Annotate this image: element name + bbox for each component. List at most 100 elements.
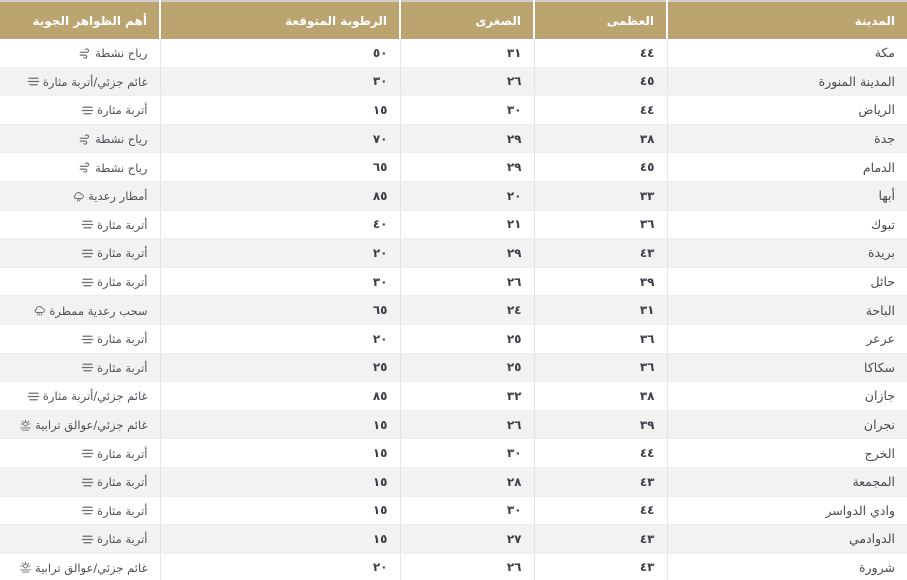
city-cell: أبها — [666, 181, 907, 211]
min-temp-cell: ٢٧ — [399, 524, 534, 554]
dust-icon — [27, 75, 40, 88]
min-temp-cell: ٢٤ — [399, 295, 534, 325]
min-temp-cell: ٣١ — [399, 39, 534, 68]
min-temp-cell: ٢٦ — [399, 553, 534, 580]
humidity-cell: ٢٠ — [159, 238, 400, 268]
phenomena-label: أتربة مثارة — [97, 446, 148, 461]
humidity-cell: ٦٥ — [159, 152, 400, 182]
min-temp-cell: ٣٠ — [399, 438, 534, 468]
city-cell: وادي الدواسر — [666, 496, 907, 526]
min-temp-cell: ٣٠ — [399, 95, 534, 125]
dust-icon — [81, 247, 94, 260]
table-row: عرعر ٣٦ ٢٥ ٢٠ أتربة مثارة — [0, 324, 907, 354]
phenomena-label: غائم جزئي/عوالق ترابية — [35, 418, 148, 433]
wind-icon — [79, 133, 92, 146]
min-temp-cell: ٣٠ — [399, 496, 534, 526]
city-cell: حائل — [666, 267, 907, 297]
humidity-cell: ١٥ — [159, 496, 400, 526]
table-row: جازان ٣٨ ٣٢ ٨٥ غائم جزئي/أتربة مثارة — [0, 381, 907, 411]
city-cell: سكاكا — [666, 353, 907, 383]
humidity-cell: ٧٠ — [159, 124, 400, 154]
city-cell: تبوك — [666, 210, 907, 240]
dust-icon — [81, 504, 94, 517]
phenomena-cell: أتربة مثارة — [0, 267, 160, 297]
min-temp-cell: ٣٢ — [399, 381, 534, 411]
table-row: وادي الدواسر ٤٤ ٣٠ ١٥ أتربة مثارة — [0, 496, 907, 526]
humidity-cell: ٢٠ — [159, 553, 400, 580]
phenomena-label: أتربة مثارة — [97, 275, 148, 290]
max-temp-cell: ٣٩ — [533, 410, 667, 440]
phenomena-label: رياح نشطة — [95, 160, 148, 175]
phenomena-cell: أمطار رعدية — [0, 181, 160, 211]
city-cell: المجمعة — [666, 467, 907, 497]
phenomena-cell: غائم جزئي/عوالق ترابية — [0, 553, 160, 580]
phenomena-cell: غائم جزئي/عوالق ترابية — [0, 410, 160, 440]
city-cell: الخرج — [666, 438, 907, 468]
max-temp-cell: ٤٣ — [533, 467, 667, 497]
max-temp-cell: ٣١ — [533, 295, 667, 325]
humidity-cell: ٣٠ — [159, 267, 400, 297]
dust-icon — [81, 276, 94, 289]
column-header-phenomena: أهم الظواهر الجوية — [0, 1, 160, 39]
table-row: جدة ٣٨ ٢٩ ٧٠ رياح نشطة — [0, 124, 907, 154]
phenomena-cell: غائم جزئي/أتربة مثارة — [0, 381, 160, 411]
dust-icon — [81, 476, 94, 489]
phenomena-label: أتربة مثارة — [97, 217, 148, 232]
max-temp-cell: ٣٣ — [533, 181, 667, 211]
city-cell: نجران — [666, 410, 907, 440]
min-temp-cell: ٢٩ — [399, 238, 534, 268]
dust-icon — [27, 390, 40, 403]
humidity-cell: ٢٠ — [159, 324, 400, 354]
phenomena-cell: غائم جزئي/أتربة مثارة — [0, 67, 160, 97]
table-row: مكة ٤٤ ٣١ ٥٠ رياح نشطة — [0, 39, 907, 68]
sun-dust-icon — [19, 419, 32, 432]
min-temp-cell: ٢٦ — [399, 267, 534, 297]
column-header-max: العظمى — [533, 1, 667, 39]
phenomena-label: أمطار رعدية — [88, 189, 148, 204]
table-row: الخرج ٤٤ ٣٠ ١٥ أتربة مثارة — [0, 438, 907, 468]
sun-dust-icon — [19, 561, 32, 574]
storm-cloud-icon — [72, 190, 85, 203]
table-row: المجمعة ٤٣ ٢٨ ١٥ أتربة مثارة — [0, 467, 907, 497]
phenomena-cell: أتربة مثارة — [0, 467, 160, 497]
column-header-humidity: الرطوبة المتوقعة — [159, 1, 400, 39]
city-cell: جدة — [666, 124, 907, 154]
max-temp-cell: ٤٥ — [533, 152, 667, 182]
column-header-min: الصغرى — [399, 1, 534, 39]
humidity-cell: ٦٥ — [159, 295, 400, 325]
dust-icon — [81, 361, 94, 374]
max-temp-cell: ٤٣ — [533, 553, 667, 580]
phenomena-cell: أتربة مثارة — [0, 438, 160, 468]
phenomena-cell: أتربة مثارة — [0, 238, 160, 268]
phenomena-cell: رياح نشطة — [0, 39, 160, 68]
dust-icon — [81, 104, 94, 117]
rain-cloud-icon — [33, 304, 46, 317]
phenomena-label: أتربة مثارة — [97, 503, 148, 518]
table-row: شرورة ٤٣ ٢٦ ٢٠ غائم جزئي/عوالق ترابية — [0, 553, 907, 580]
dust-icon — [81, 447, 94, 460]
phenomena-cell: رياح نشطة — [0, 124, 160, 154]
max-temp-cell: ٣٨ — [533, 124, 667, 154]
min-temp-cell: ٢٥ — [399, 353, 534, 383]
wind-icon — [79, 161, 92, 174]
phenomena-cell: أتربة مثارة — [0, 324, 160, 354]
max-temp-cell: ٣٨ — [533, 381, 667, 411]
humidity-cell: ٨٥ — [159, 181, 400, 211]
phenomena-label: أتربة مثارة — [97, 246, 148, 261]
phenomena-cell: أتربة مثارة — [0, 496, 160, 526]
humidity-cell: ١٥ — [159, 95, 400, 125]
phenomena-label: غائم جزئي/أتربة مثارة — [42, 389, 148, 404]
phenomena-cell: أتربة مثارة — [0, 210, 160, 240]
city-cell: شرورة — [666, 553, 907, 580]
min-temp-cell: ٢٩ — [399, 124, 534, 154]
max-temp-cell: ٤٣ — [533, 524, 667, 554]
phenomena-cell: أتربة مثارة — [0, 524, 160, 554]
humidity-cell: ٥٠ — [159, 39, 400, 68]
phenomena-label: رياح نشطة — [95, 132, 148, 147]
humidity-cell: ٨٥ — [159, 381, 400, 411]
max-temp-cell: ٤٥ — [533, 67, 667, 97]
max-temp-cell: ٣٦ — [533, 353, 667, 383]
humidity-cell: ١٥ — [159, 410, 400, 440]
min-temp-cell: ٢٠ — [399, 181, 534, 211]
phenomena-label: غائم جزئي/أتربة مثارة — [42, 74, 148, 89]
